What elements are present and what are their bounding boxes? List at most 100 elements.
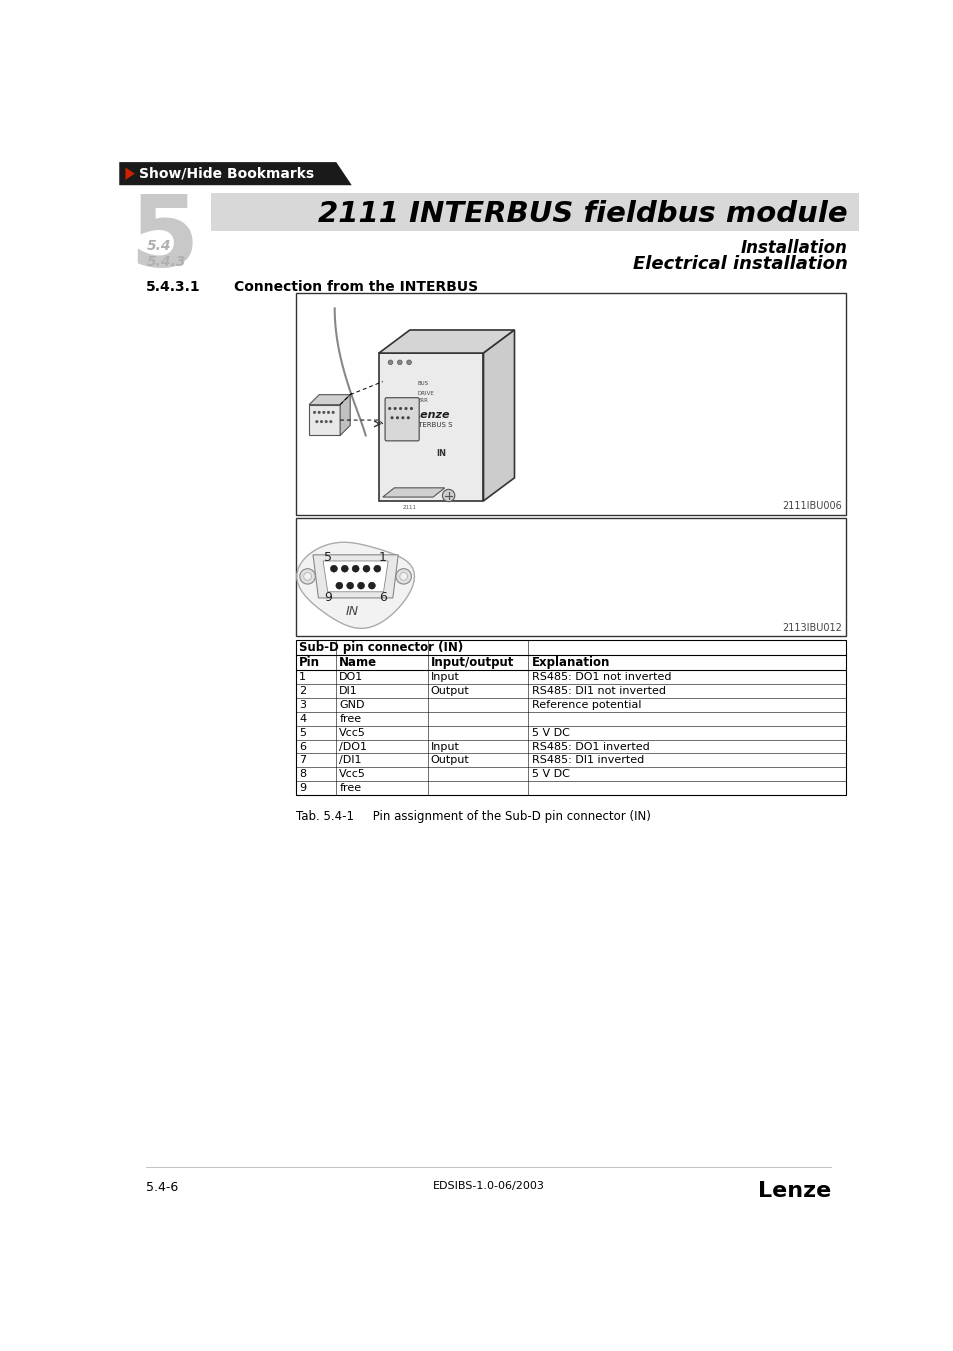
- Circle shape: [317, 411, 320, 413]
- Text: ERR: ERR: [417, 399, 428, 404]
- Text: Output: Output: [431, 755, 469, 766]
- Circle shape: [394, 407, 396, 411]
- Text: 1: 1: [378, 551, 386, 565]
- Text: 8: 8: [298, 769, 306, 780]
- Text: 5: 5: [298, 728, 306, 738]
- Text: 9: 9: [324, 592, 332, 604]
- Text: IN: IN: [436, 449, 445, 458]
- Circle shape: [390, 416, 394, 419]
- Polygon shape: [125, 168, 134, 180]
- Circle shape: [357, 582, 364, 589]
- Text: Electrical installation: Electrical installation: [632, 254, 847, 273]
- Text: 5 V DC: 5 V DC: [531, 769, 569, 780]
- Text: IN: IN: [345, 605, 358, 619]
- Circle shape: [327, 411, 330, 413]
- Bar: [295, 517, 845, 636]
- Text: 7: 7: [298, 755, 306, 766]
- Text: 3: 3: [298, 700, 306, 711]
- Text: BUS: BUS: [417, 381, 428, 386]
- Circle shape: [313, 411, 315, 413]
- Text: free: free: [339, 784, 361, 793]
- Circle shape: [410, 407, 413, 411]
- Circle shape: [374, 565, 380, 571]
- Text: Input/output: Input/output: [431, 657, 514, 669]
- Text: Input: Input: [431, 673, 459, 682]
- Text: Reference potential: Reference potential: [531, 700, 640, 711]
- Circle shape: [315, 420, 318, 423]
- Circle shape: [397, 359, 402, 365]
- Bar: [295, 293, 845, 515]
- Text: DI1: DI1: [339, 686, 357, 696]
- Circle shape: [335, 582, 342, 589]
- FancyBboxPatch shape: [385, 397, 418, 440]
- Circle shape: [404, 407, 407, 411]
- Text: 6: 6: [378, 592, 386, 604]
- Circle shape: [346, 582, 354, 589]
- Text: RS485: DI1 not inverted: RS485: DI1 not inverted: [531, 686, 665, 696]
- Circle shape: [395, 416, 398, 419]
- Polygon shape: [378, 330, 514, 353]
- Text: free: free: [339, 713, 361, 724]
- Circle shape: [329, 420, 332, 423]
- Text: RS485: DO1 not inverted: RS485: DO1 not inverted: [531, 673, 670, 682]
- Text: Vcc5: Vcc5: [339, 728, 366, 738]
- Text: EDSIBS-1.0-06/2003: EDSIBS-1.0-06/2003: [433, 1181, 544, 1190]
- Text: 5 V DC: 5 V DC: [531, 728, 569, 738]
- Circle shape: [388, 407, 391, 411]
- Text: 5.4: 5.4: [146, 239, 171, 253]
- Circle shape: [341, 565, 348, 571]
- Circle shape: [322, 411, 325, 413]
- Text: Lenze: Lenze: [758, 1181, 831, 1201]
- Circle shape: [398, 407, 402, 411]
- Text: RS485: DI1 inverted: RS485: DI1 inverted: [531, 755, 643, 766]
- Circle shape: [401, 416, 404, 419]
- Text: 2113IBU012: 2113IBU012: [781, 623, 841, 634]
- Polygon shape: [309, 405, 340, 435]
- Circle shape: [406, 359, 411, 365]
- Text: Name: Name: [339, 657, 377, 669]
- Circle shape: [362, 565, 370, 571]
- Text: /DO1: /DO1: [339, 742, 367, 751]
- Text: 1: 1: [298, 673, 306, 682]
- Text: 5: 5: [130, 192, 199, 288]
- Text: 6: 6: [298, 742, 306, 751]
- Circle shape: [406, 416, 410, 419]
- Text: 2: 2: [298, 686, 306, 696]
- Text: Vcc5: Vcc5: [339, 769, 366, 780]
- Text: DRIVE: DRIVE: [417, 390, 434, 396]
- Text: DO1: DO1: [339, 673, 363, 682]
- Text: RS485: DO1 inverted: RS485: DO1 inverted: [531, 742, 649, 751]
- Text: 5.4.3.1: 5.4.3.1: [146, 280, 201, 295]
- Text: Tab. 5.4-1     Pin assignment of the Sub-D pin connector (IN): Tab. 5.4-1 Pin assignment of the Sub-D p…: [295, 811, 650, 824]
- Text: 5.4.3: 5.4.3: [146, 254, 186, 269]
- Circle shape: [303, 573, 311, 580]
- Text: INTERBUS S: INTERBUS S: [411, 423, 452, 428]
- Text: Explanation: Explanation: [531, 657, 609, 669]
- Text: 2111: 2111: [402, 504, 416, 509]
- Circle shape: [442, 489, 455, 501]
- Polygon shape: [483, 330, 514, 501]
- Text: Output: Output: [431, 686, 469, 696]
- Text: 2111IBU006: 2111IBU006: [781, 501, 841, 511]
- Text: Pin: Pin: [298, 657, 319, 669]
- Text: 4: 4: [298, 713, 306, 724]
- Text: /DI1: /DI1: [339, 755, 361, 766]
- Text: Input: Input: [431, 742, 459, 751]
- Bar: [211, 193, 858, 231]
- Polygon shape: [309, 394, 350, 405]
- Circle shape: [368, 582, 375, 589]
- Circle shape: [388, 359, 393, 365]
- Text: Connection from the INTERBUS: Connection from the INTERBUS: [233, 280, 477, 295]
- Text: 9: 9: [298, 784, 306, 793]
- Circle shape: [399, 573, 407, 580]
- Polygon shape: [313, 555, 397, 598]
- Text: GND: GND: [339, 700, 364, 711]
- Circle shape: [299, 569, 315, 584]
- Polygon shape: [323, 561, 388, 592]
- Text: Show/Hide Bookmarks: Show/Hide Bookmarks: [139, 166, 314, 181]
- Text: 2111 INTERBUS fieldbus module: 2111 INTERBUS fieldbus module: [317, 200, 847, 228]
- Circle shape: [395, 569, 411, 584]
- Polygon shape: [119, 162, 352, 185]
- Circle shape: [352, 565, 358, 571]
- Bar: [378, 353, 483, 501]
